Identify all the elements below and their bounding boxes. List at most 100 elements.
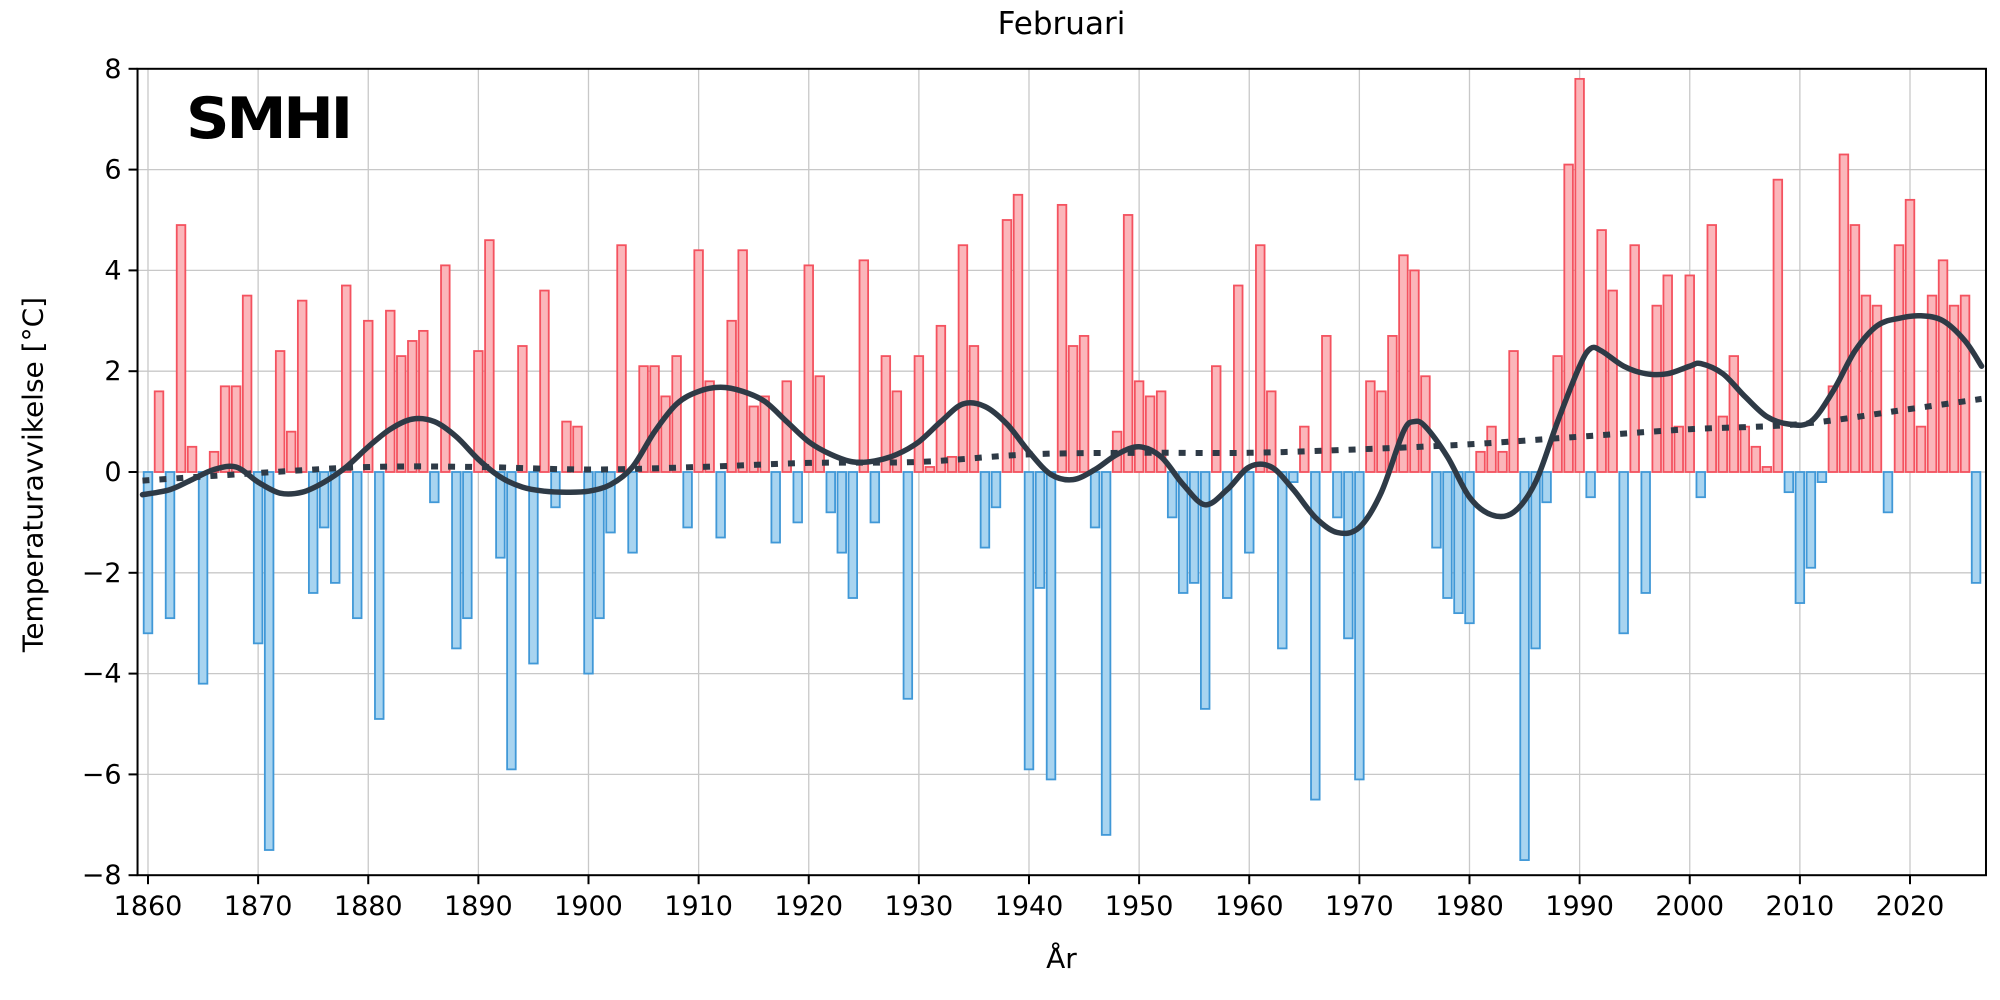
bar-1860	[142, 471, 154, 635]
bar-1861	[153, 390, 165, 473]
bar-1944	[1067, 345, 1079, 473]
y-tick-label: 4	[104, 255, 121, 286]
y-tick-label: −6	[82, 759, 122, 790]
bar-1928	[891, 390, 903, 473]
bar-1987	[1541, 471, 1552, 504]
smhi-logo: SMHI	[186, 86, 353, 153]
bar-1891	[484, 239, 495, 473]
bar-1882	[385, 309, 396, 473]
bar-1924	[847, 471, 859, 599]
bar-1914	[737, 249, 748, 473]
bar-2011	[1805, 471, 1817, 569]
bar-1908	[671, 355, 682, 473]
bar-1871	[263, 471, 275, 851]
bar-1888	[451, 471, 462, 650]
bar-1892	[495, 471, 506, 559]
bar-1896	[539, 289, 550, 473]
x-tick-label: 2010	[1766, 891, 1835, 922]
bar-1900	[583, 471, 594, 675]
bar-1981	[1475, 450, 1486, 473]
y-tick-label: −2	[82, 558, 122, 589]
bar-1945	[1078, 335, 1090, 473]
bar-2006	[1750, 445, 1762, 473]
bar-1887	[440, 264, 451, 473]
y-tick-label: 8	[104, 54, 121, 85]
bar-1893	[506, 471, 517, 771]
bar-1939	[1012, 193, 1024, 473]
bar-1916	[759, 395, 770, 473]
bar-1995	[1629, 244, 1640, 473]
bar-1937	[990, 471, 1002, 509]
bar-1975	[1409, 269, 1420, 473]
bar-1878	[341, 284, 352, 473]
bar-1989	[1563, 163, 1574, 473]
bar-1972	[1376, 390, 1387, 473]
bar-1954	[1177, 471, 1189, 594]
bar-2024	[1948, 304, 1960, 473]
x-tick-label: 1930	[885, 891, 954, 922]
y-axis-label: Temperaturavvikelse [°C]	[16, 296, 50, 653]
bar-1879	[352, 471, 363, 620]
bar-1873	[285, 430, 297, 473]
x-axis-label: År	[1046, 942, 1077, 975]
bar-1996	[1640, 471, 1651, 594]
bar-1959	[1233, 284, 1244, 473]
bar-1979	[1453, 471, 1464, 615]
bar-2020	[1904, 198, 1916, 473]
bar-1994	[1618, 471, 1629, 635]
bar-1946	[1089, 471, 1101, 529]
bar-2000	[1684, 274, 1695, 473]
bar-1902	[605, 471, 616, 534]
bar-1872	[274, 350, 286, 473]
bar-1922	[825, 471, 836, 514]
y-tick-label: −8	[82, 860, 122, 891]
bar-1985	[1519, 471, 1530, 861]
bar-1904	[627, 471, 638, 554]
bar-1912	[715, 471, 726, 539]
bar-1930	[913, 355, 925, 473]
bar-1963	[1277, 471, 1288, 650]
y-tick-label: 6	[104, 155, 121, 186]
bar-2001	[1695, 471, 1706, 499]
bar-1969	[1343, 471, 1354, 640]
bar-1862	[164, 471, 176, 620]
bar-1886	[429, 471, 440, 504]
bar-1970	[1354, 471, 1365, 781]
bar-2017	[1871, 304, 1883, 473]
bar-1958	[1222, 471, 1233, 599]
bar-1913	[726, 319, 737, 473]
bar-1980	[1464, 471, 1475, 625]
bar-1881	[374, 471, 385, 720]
x-tick-label: 2000	[1655, 891, 1724, 922]
bar-2002	[1706, 224, 1717, 473]
bar-1867	[219, 385, 231, 473]
bar-1865	[197, 471, 209, 685]
bar-1903	[616, 244, 627, 473]
bar-1967	[1321, 335, 1332, 473]
bar-2012	[1816, 471, 1828, 483]
bar-1968	[1332, 471, 1343, 519]
bar-2022	[1926, 294, 1938, 473]
bar-1880	[363, 319, 374, 473]
x-tick-label: 1890	[444, 891, 513, 922]
bar-1935	[968, 345, 980, 473]
bar-1950	[1133, 380, 1145, 473]
bar-1933	[946, 455, 958, 473]
bar-1947	[1100, 471, 1112, 836]
bar-1962	[1266, 390, 1277, 473]
bar-2004	[1728, 355, 1740, 473]
bar-1938	[1001, 219, 1013, 473]
bar-1909	[682, 471, 693, 529]
bar-1926	[869, 471, 881, 524]
bar-1983	[1497, 450, 1508, 473]
bar-1941	[1034, 471, 1046, 589]
bar-1961	[1255, 244, 1266, 473]
bar-1921	[814, 375, 825, 473]
bar-1957	[1211, 365, 1222, 473]
x-tick-label: 1970	[1325, 891, 1394, 922]
bar-1923	[836, 471, 847, 554]
bar-1877	[330, 471, 341, 584]
x-tick-label: 1900	[554, 891, 623, 922]
bar-1960	[1244, 471, 1255, 554]
x-tick-label: 1960	[1215, 891, 1284, 922]
